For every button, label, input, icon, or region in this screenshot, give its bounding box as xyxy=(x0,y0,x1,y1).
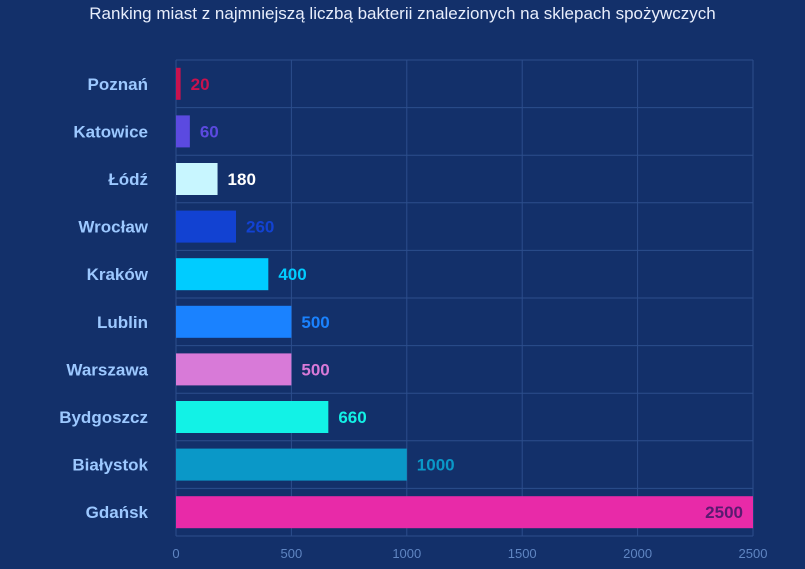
x-tick-label: 1000 xyxy=(392,546,421,561)
x-tick-label: 500 xyxy=(281,546,303,561)
value-label: 20 xyxy=(191,75,210,94)
bar-10 xyxy=(176,496,753,529)
bar-5 xyxy=(176,258,269,291)
category-label: Gdańsk xyxy=(86,503,149,522)
bar-7 xyxy=(176,353,292,386)
bar-1 xyxy=(176,67,181,100)
value-label: 500 xyxy=(301,360,329,379)
category-label: Lublin xyxy=(97,313,148,332)
value-label: 660 xyxy=(338,408,366,427)
x-tick-label: 2500 xyxy=(739,546,768,561)
value-label: 1000 xyxy=(417,456,455,475)
category-label: Białystok xyxy=(72,456,148,475)
category-label: Bydgoszcz xyxy=(59,408,148,427)
x-tick-label: 2000 xyxy=(623,546,652,561)
category-label: Kraków xyxy=(87,265,149,284)
value-label: 60 xyxy=(200,122,219,141)
category-label: Poznań xyxy=(88,75,148,94)
bar-3 xyxy=(176,163,218,195)
chart-title: Ranking miast z najmniejszą liczbą bakte… xyxy=(89,4,716,23)
category-label: Warszawa xyxy=(66,360,148,379)
value-label: 400 xyxy=(278,265,306,284)
category-label: Łódź xyxy=(108,170,148,189)
value-label: 180 xyxy=(228,170,256,189)
x-tick-label: 0 xyxy=(172,546,179,561)
bar-2 xyxy=(176,115,190,148)
value-label: 500 xyxy=(301,313,329,332)
value-label: 260 xyxy=(246,218,274,237)
x-tick-label: 1500 xyxy=(508,546,537,561)
category-label: Katowice xyxy=(73,122,148,141)
bar-4 xyxy=(176,210,237,243)
category-label: Wrocław xyxy=(78,218,148,237)
bar-9 xyxy=(176,448,407,481)
value-label: 2500 xyxy=(705,503,743,522)
bar-8 xyxy=(176,401,329,433)
bar-6 xyxy=(176,305,292,338)
